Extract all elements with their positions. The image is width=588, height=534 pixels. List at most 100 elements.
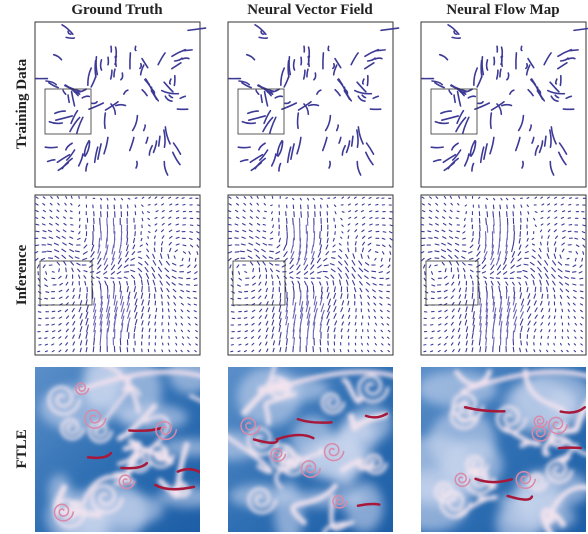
- flow-stroke: [154, 248, 155, 252]
- flow-stroke: [348, 236, 349, 238]
- flow-stroke: [457, 211, 459, 212]
- flow-stroke: [238, 338, 240, 339]
- flow-stroke: [182, 258, 183, 260]
- flow-stroke: [575, 238, 578, 239]
- flow-stroke: [569, 198, 571, 199]
- flow-stroke: [179, 278, 183, 279]
- flow-stroke: [321, 205, 322, 208]
- flow-stroke: [190, 232, 193, 233]
- flow-stroke: [375, 58, 382, 59]
- flow-stroke: [228, 245, 231, 246]
- flow-stroke: [45, 147, 57, 148]
- flow-stroke: [435, 251, 439, 252]
- ftle-field: [397, 367, 588, 534]
- flow-stroke: [272, 275, 273, 278]
- flow-stroke: [480, 347, 481, 352]
- flow-stroke: [264, 196, 265, 198]
- flow-stroke: [79, 225, 80, 227]
- flow-stroke: [128, 198, 130, 199]
- flow-stroke: [333, 281, 334, 285]
- flow-stroke: [162, 350, 163, 352]
- flow-stroke: [493, 212, 494, 217]
- flow-stroke: [542, 294, 543, 298]
- flow-stroke: [66, 37, 74, 38]
- flow-stroke: [107, 198, 108, 200]
- flow-stroke: [324, 265, 328, 266]
- flow-stroke: [377, 198, 379, 199]
- training-panel: [228, 22, 399, 187]
- flow-stroke: [297, 278, 300, 279]
- flow-stroke: [421, 224, 424, 225]
- flow-stroke: [355, 323, 356, 325]
- flow-stroke: [370, 211, 372, 212]
- flow-stroke: [197, 218, 199, 219]
- training-panel: [35, 22, 206, 187]
- flow-stroke: [513, 347, 514, 351]
- flow-stroke: [72, 282, 73, 285]
- flow-stroke: [494, 218, 495, 225]
- flow-stroke: [116, 105, 126, 106]
- flow-stroke: [480, 298, 481, 305]
- flow-stroke: [127, 232, 128, 238]
- flow-stroke: [176, 197, 178, 198]
- flow-stroke: [328, 46, 329, 50]
- flow-stroke: [327, 348, 328, 351]
- flow-stroke: [272, 212, 273, 214]
- flow-stroke: [92, 238, 93, 244]
- flow-stroke: [372, 271, 376, 272]
- flow-stroke: [568, 58, 575, 59]
- flow-stroke: [502, 105, 512, 106]
- flow-stroke: [94, 339, 95, 345]
- flow-stroke: [142, 218, 143, 220]
- flow-stroke: [273, 225, 274, 227]
- flow-stroke: [45, 298, 48, 299]
- flow-stroke: [568, 330, 569, 332]
- flow-stroke: [177, 231, 180, 232]
- flow-stroke: [535, 212, 537, 213]
- row-label: Inference: [14, 244, 30, 305]
- flow-stroke: [387, 298, 389, 299]
- flow-stroke: [71, 231, 73, 232]
- inference-panel: [228, 195, 393, 355]
- flow-stroke: [288, 61, 289, 77]
- flow-stroke: [238, 147, 250, 148]
- flow-stroke: [524, 264, 528, 265]
- flow-stroke: [238, 351, 240, 352]
- flow-stroke: [466, 212, 467, 214]
- flow-stroke: [149, 294, 150, 299]
- flow-stroke: [148, 212, 150, 213]
- flow-stroke: [134, 281, 135, 285]
- flow-stroke: [491, 113, 492, 128]
- flow-stroke: [38, 312, 40, 313]
- flow-stroke: [428, 231, 431, 232]
- ftle-field: [35, 340, 226, 534]
- flow-stroke: [36, 224, 39, 225]
- flow-stroke: [361, 350, 362, 352]
- flow-stroke: [155, 322, 156, 325]
- flow-stroke: [46, 292, 49, 293]
- flow-stroke: [502, 47, 503, 58]
- flow-stroke: [473, 281, 474, 285]
- flow-stroke: [45, 351, 47, 352]
- flow-stroke: [421, 218, 423, 219]
- training-panel: [421, 22, 588, 187]
- flow-stroke: [156, 308, 157, 311]
- flow-stroke: [369, 316, 370, 318]
- flow-stroke: [389, 258, 390, 261]
- flow-stroke: [182, 58, 189, 59]
- flow-stroke: [376, 204, 378, 205]
- flow-stroke: [298, 113, 299, 128]
- flow-stroke: [560, 76, 561, 86]
- flow-stroke: [105, 113, 106, 128]
- flow-stroke: [390, 225, 392, 226]
- flow-stroke: [47, 251, 51, 252]
- flow-stroke: [286, 198, 287, 199]
- flow-stroke: [487, 225, 488, 232]
- flow-stroke: [428, 252, 432, 253]
- flow-stroke: [517, 278, 520, 279]
- flow-stroke: [459, 196, 460, 198]
- flow-stroke: [155, 329, 156, 332]
- flow-stroke: [95, 61, 96, 77]
- flow-stroke: [432, 331, 434, 332]
- flow-stroke: [367, 343, 368, 345]
